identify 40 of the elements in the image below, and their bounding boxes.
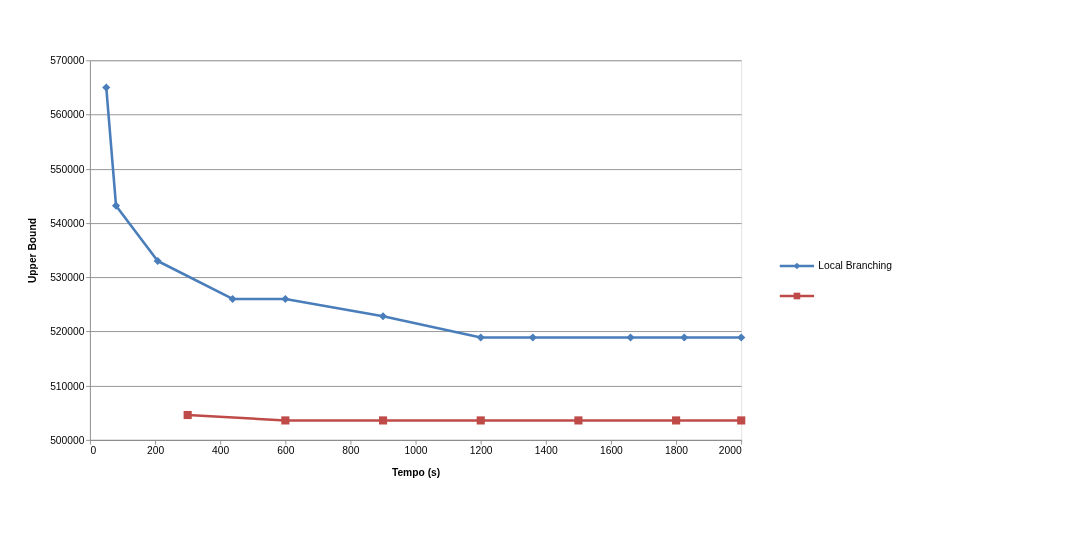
y-tick-label: 560000: [50, 109, 85, 121]
x-tick-label: 1200: [469, 445, 493, 457]
y-tick-label: 540000: [50, 217, 85, 229]
point: [476, 333, 485, 342]
x-tick-label: 1600: [599, 445, 624, 457]
y-tick-label: 510000: [50, 380, 85, 392]
y-tick-label: 520000: [50, 326, 85, 338]
point: [153, 256, 162, 266]
x-tick-label: 0: [90, 445, 97, 457]
point: [737, 416, 746, 425]
point: [281, 416, 290, 425]
x-tick-label: 800: [342, 445, 360, 457]
point: [680, 333, 689, 342]
x-tick-label: 600: [277, 445, 295, 457]
point: [672, 416, 681, 425]
point: [476, 416, 485, 425]
y-tick-label: 530000: [50, 272, 85, 284]
y-tick-label: 500000: [50, 434, 85, 446]
x-tick-label: 200: [146, 445, 165, 457]
x-tick-label: 1400: [534, 445, 558, 457]
point: [102, 83, 111, 92]
y-axis-title: Upper Bound: [26, 218, 38, 284]
point: [281, 294, 290, 304]
point: [528, 333, 537, 342]
point: [228, 294, 237, 304]
point: [378, 416, 388, 425]
x-tick-label: 2000: [718, 445, 742, 457]
y-tick-label: 550000: [50, 163, 85, 175]
x-tick-label: 1000: [404, 445, 428, 457]
x-axis-title: Tempo (s): [391, 466, 441, 478]
point: [111, 201, 121, 210]
y-tick-label: 570000: [50, 55, 85, 67]
point: [378, 312, 388, 321]
x-tick-label: 1800: [665, 445, 689, 457]
point: [574, 416, 583, 425]
point: [737, 333, 746, 342]
legend-label: Local Branching: [818, 260, 893, 272]
point: [626, 333, 635, 342]
x-tick-label: 400: [212, 445, 230, 457]
point: [183, 410, 192, 420]
